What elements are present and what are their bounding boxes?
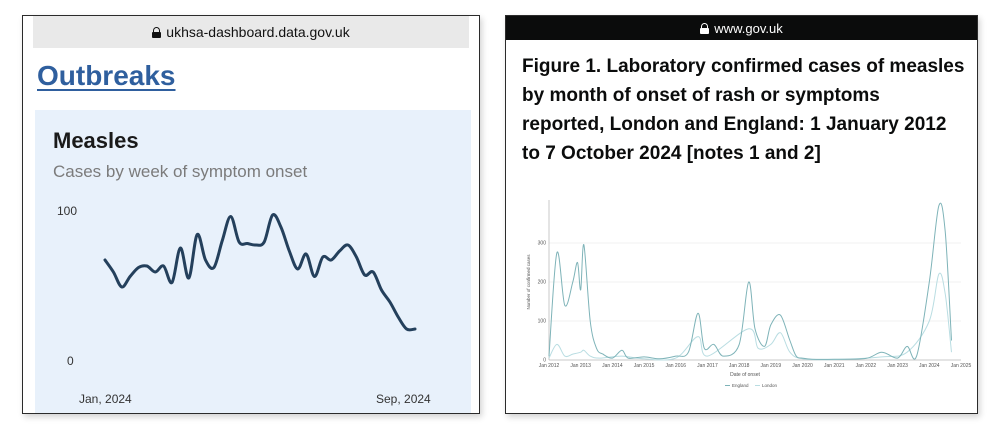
x-tick-label: Jan 2017 (697, 363, 718, 369)
x-tick-label: Jan 2014 (602, 363, 623, 369)
measles-card: Measles Cases by week of symptom onset 1… (35, 110, 471, 413)
x-tick-label: Jan 2012 (539, 363, 560, 369)
govuk-figure-screenshot: www.gov.uk Figure 1. Laboratory confirme… (505, 15, 978, 414)
lock-icon (152, 26, 162, 38)
x-tick-label: Jan 2013 (570, 363, 591, 369)
x-tick-label: Jan 2016 (665, 363, 686, 369)
x-tick-label: Jan 2023 (887, 363, 908, 369)
y-tick-label-0: 0 (67, 354, 74, 368)
x-tick-label: Jan 2022 (856, 363, 877, 369)
legend: England London (725, 383, 778, 388)
card-subtitle: Cases by week of symptom onset (53, 162, 308, 181)
y-tick-label: 0 (543, 358, 546, 364)
x-tick-label-end: Sep, 2024 (376, 392, 431, 406)
measles-line-chart (103, 213, 417, 332)
measles-series-line (103, 213, 417, 332)
x-tick-label-start: Jan, 2024 (79, 392, 132, 406)
outbreaks-link[interactable]: Outbreaks (37, 60, 176, 91)
address-bar[interactable]: www.gov.uk (506, 16, 977, 40)
x-tick-label: Jan 2019 (761, 363, 782, 369)
x-tick-label: Jan 2021 (824, 363, 845, 369)
legend-label: London (762, 383, 778, 388)
x-tick-label: Jan 2025 (951, 363, 972, 369)
x-tick-label: Jan 2020 (792, 363, 813, 369)
y-tick-label: 200 (538, 280, 547, 286)
y-tick-label: 300 (538, 241, 547, 247)
legend-label: England (732, 383, 749, 388)
x-tick-labels: Jan 2012 Jan 2013 Jan 2014 Jan 2015 Jan 2016… (539, 363, 972, 369)
lock-icon (700, 22, 710, 34)
london-series-line (548, 272, 952, 361)
y-tick-label: 100 (538, 319, 547, 325)
y-tick-label-100: 100 (57, 204, 78, 218)
address-bar[interactable]: ukhsa-dashboard.data.gov.uk (33, 16, 469, 48)
figure-title: Figure 1. Laboratory confirmed cases of … (522, 56, 965, 164)
card-title: Measles (53, 128, 139, 153)
x-tick-label: Jan 2018 (729, 363, 750, 369)
y-tick-labels: 0 100 200 300 (538, 241, 547, 364)
x-axis-label: Date of onset (730, 372, 760, 378)
england-series-line (548, 202, 952, 360)
x-tick-label: Jan 2015 (634, 363, 655, 369)
grid-lines (549, 242, 961, 361)
url-text: ukhsa-dashboard.data.gov.uk (166, 24, 350, 40)
ukhsa-dashboard-screenshot: ukhsa-dashboard.data.gov.uk Outbreaks Me… (22, 15, 480, 414)
url-text: www.gov.uk (714, 20, 783, 36)
y-axis-label: Number of confirmed cases (526, 254, 531, 310)
x-tick-label: Jan 2024 (919, 363, 940, 369)
